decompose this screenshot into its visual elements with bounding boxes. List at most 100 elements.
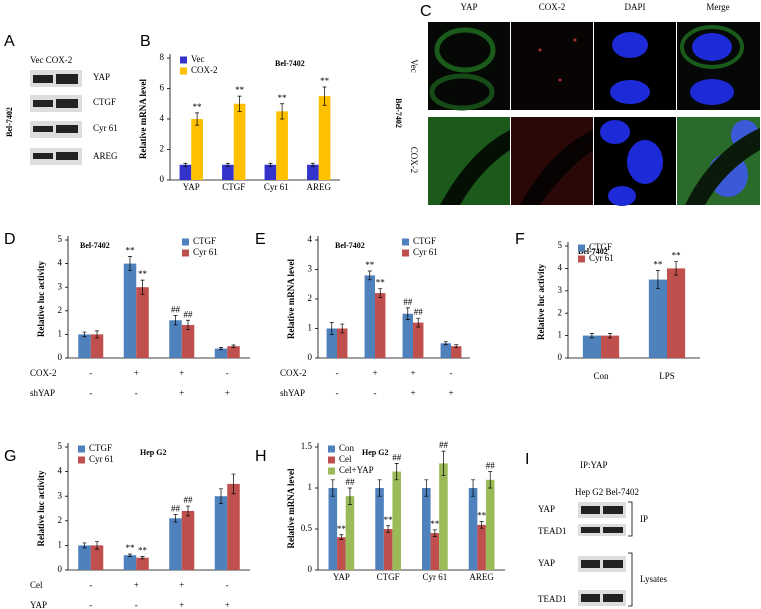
significance: ## bbox=[171, 504, 181, 514]
condition-value: + bbox=[448, 388, 453, 398]
condition-value: - bbox=[89, 600, 92, 609]
significance: ## bbox=[403, 297, 413, 307]
x-tick-label: CTGF bbox=[222, 182, 245, 192]
error-bar bbox=[416, 317, 421, 328]
condition-value: - bbox=[374, 388, 377, 398]
condition-value: + bbox=[410, 368, 415, 378]
y-tick-label: 5 bbox=[558, 240, 563, 250]
legend-label: Cyr 61 bbox=[589, 253, 614, 263]
bar bbox=[439, 463, 448, 570]
error-bar bbox=[237, 95, 242, 112]
legend-label: Cel+YAP bbox=[339, 465, 374, 475]
condition-value: - bbox=[89, 368, 92, 378]
legend-swatch bbox=[78, 456, 85, 464]
y-tick-label: 4 bbox=[58, 258, 63, 268]
condition-value: - bbox=[89, 580, 92, 590]
bar bbox=[318, 96, 331, 180]
bar bbox=[468, 488, 478, 570]
error-bar bbox=[183, 162, 188, 167]
condition-value: - bbox=[450, 368, 453, 378]
condition-value: + bbox=[225, 600, 230, 609]
legend-label: COX-2 bbox=[191, 65, 218, 75]
y-tick-label: 6 bbox=[160, 83, 165, 93]
significance: ** bbox=[672, 251, 682, 261]
y-tick-label: 0 bbox=[558, 352, 563, 362]
legend-swatch bbox=[578, 244, 585, 252]
y-tick-label: 2 bbox=[58, 515, 63, 525]
y-tick-label: 1 bbox=[558, 330, 563, 340]
significance: ** bbox=[384, 515, 394, 525]
error-bar bbox=[674, 261, 679, 276]
x-tick-label: Cyr 61 bbox=[264, 182, 289, 192]
error-bar bbox=[218, 347, 223, 351]
blot bbox=[30, 70, 82, 165]
row-label: YAP bbox=[538, 504, 555, 514]
significance: ** bbox=[235, 85, 245, 95]
condition-value: - bbox=[336, 368, 339, 378]
significance: ## bbox=[392, 452, 402, 462]
y-tick-label: 1 bbox=[58, 328, 63, 338]
bar bbox=[191, 119, 203, 180]
bar bbox=[136, 287, 149, 358]
column-label: YAP bbox=[460, 2, 477, 12]
error-bar bbox=[488, 471, 493, 489]
y-tick-label: 3 bbox=[558, 285, 563, 295]
legend-label: Con bbox=[339, 443, 355, 453]
condition-value: - bbox=[89, 388, 92, 398]
error-bar bbox=[432, 529, 437, 537]
bar bbox=[78, 545, 91, 570]
bar bbox=[78, 334, 91, 358]
error-bar bbox=[330, 479, 335, 497]
significance: ** bbox=[376, 278, 386, 288]
error-bar bbox=[218, 488, 223, 504]
error-bar bbox=[405, 307, 410, 320]
bar bbox=[601, 335, 620, 358]
bar bbox=[227, 346, 240, 358]
x-tick-label: Con bbox=[593, 371, 609, 381]
row-label: TEAD1 bbox=[538, 526, 567, 536]
error-bar bbox=[280, 103, 285, 120]
significance: ** bbox=[138, 546, 148, 556]
row-label: YAP bbox=[93, 72, 110, 82]
error-bar bbox=[589, 333, 594, 339]
error-bar bbox=[231, 473, 236, 495]
condition-value: + bbox=[410, 388, 415, 398]
bar bbox=[326, 328, 337, 358]
error-bar bbox=[454, 344, 459, 349]
chart-title: Hep G2 bbox=[362, 448, 388, 457]
column-labels: Hep G2 Bel-7402 bbox=[575, 487, 639, 497]
condition-value: + bbox=[372, 368, 377, 378]
y-axis-label: Relative luc activity bbox=[36, 470, 46, 546]
error-bar bbox=[231, 344, 236, 348]
condition-value: + bbox=[134, 580, 139, 590]
condition-value: - bbox=[226, 368, 229, 378]
significance: ** bbox=[138, 269, 148, 279]
bar bbox=[181, 324, 195, 358]
bar bbox=[430, 533, 440, 570]
condition-value: - bbox=[226, 580, 229, 590]
condition-value: + bbox=[179, 580, 184, 590]
bar bbox=[222, 164, 234, 180]
blot bbox=[578, 501, 633, 607]
error-bar bbox=[386, 525, 391, 533]
bar bbox=[345, 496, 355, 570]
bar bbox=[422, 488, 431, 570]
condition-value: + bbox=[179, 600, 184, 609]
error-bar bbox=[471, 479, 476, 497]
row-label: Vec bbox=[409, 59, 419, 73]
legend-swatch bbox=[402, 238, 409, 246]
error-bar bbox=[322, 86, 327, 106]
condition-name: shYAP bbox=[280, 388, 305, 398]
error-bar bbox=[268, 162, 273, 167]
legend-label: CTGF bbox=[589, 242, 612, 252]
y-axis-label: Relative luc activity bbox=[36, 261, 46, 337]
significance: ## bbox=[345, 477, 355, 487]
legend-label: Cyr 61 bbox=[193, 247, 218, 257]
y-axis-label: Relative mRNA level bbox=[286, 468, 296, 548]
y-tick-label: 4 bbox=[160, 113, 165, 123]
error-bar bbox=[329, 322, 334, 335]
bar bbox=[214, 496, 228, 570]
significance: ** bbox=[125, 543, 135, 553]
y-tick-label: 8 bbox=[160, 52, 165, 62]
column-label: Merge bbox=[706, 2, 729, 12]
